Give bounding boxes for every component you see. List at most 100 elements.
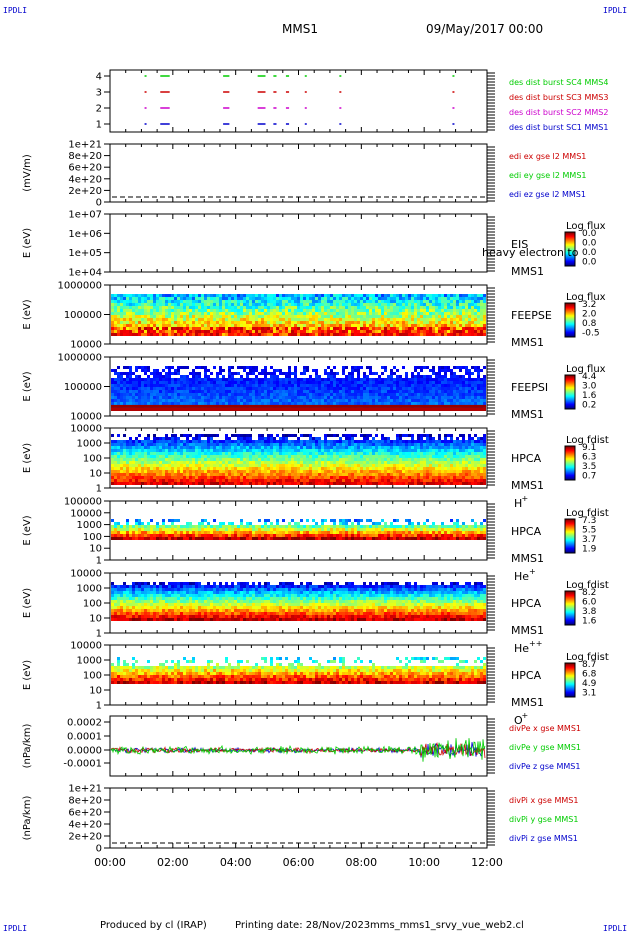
heatmap-cell [159,297,162,300]
heatmap-cell [174,315,177,318]
heatmap-cell [246,384,249,387]
heatmap-cell [264,294,267,297]
heatmap-cell [375,393,378,396]
heatmap-cell [177,318,180,321]
heatmap-cell [153,476,156,479]
heatmap-cell [117,402,120,405]
heatmap-cell [279,443,282,446]
heatmap-cell [285,384,288,387]
heatmap-cell [246,440,249,443]
heatmap-cell [207,309,210,312]
heatmap-cell [294,321,297,324]
heatmap-cell [192,443,195,446]
heatmap-cell [213,387,216,390]
heatmap-cell [126,443,129,446]
heatmap-cell [177,458,180,461]
heatmap-cell [312,393,315,396]
heatmap-cell [264,300,267,303]
heatmap-cell [417,366,420,369]
colorbar-swatch [565,248,575,250]
heatmap-cell [474,300,477,303]
heatmap-cell [396,327,399,330]
heatmap-cell [192,306,195,309]
heatmap-cell [138,333,141,336]
heatmap-cell [444,300,447,303]
heatmap-cell [273,297,276,300]
heatmap-cell [153,461,156,464]
heatmap-cell [219,315,222,318]
heatmap-cell [189,378,192,381]
heatmap-cell [279,312,282,315]
heatmap-cell [171,443,174,446]
heatmap-cell [135,309,138,312]
colorbar-swatch [565,335,575,337]
heatmap-cell [450,393,453,396]
heatmap-cell [255,476,258,479]
heatmap-cell [120,396,123,399]
heatmap-cell [258,300,261,303]
heatmap-cell [318,402,321,405]
heatmap-cell [210,449,213,452]
heatmap-cell [114,396,117,399]
heatmap-cell [261,390,264,393]
heatmap-cell [297,393,300,396]
heatmap-cell [237,303,240,306]
colorbar-swatch [565,255,575,257]
heatmap-cell [246,294,249,297]
heatmap-cell [258,482,261,485]
legend-entry: des dist burst SC4 MMS4 [509,78,608,87]
heatmap-cell [393,309,396,312]
heatmap-cell [120,402,123,405]
heatmap-cell [255,327,258,330]
heatmap-cell [207,390,210,393]
heatmap-cell [213,473,216,476]
heatmap-cell [180,470,183,473]
heatmap-cell [177,330,180,333]
heatmap-cell [165,315,168,318]
heatmap-cell [402,297,405,300]
colorbar-swatch [565,258,575,260]
heatmap-cell [309,315,312,318]
heatmap-cell [141,449,144,452]
colorbar-swatch [565,405,575,407]
heatmap-cell [276,300,279,303]
heatmap-cell [150,482,153,485]
heatmap-cell [327,333,330,336]
heatmap-cell [114,408,117,411]
heatmap-cell [309,390,312,393]
heatmap-cell [447,402,450,405]
heatmap-cell [141,366,144,369]
heatmap-cell [168,479,171,482]
heatmap-cell [222,399,225,402]
heatmap-cell [201,294,204,297]
heatmap-cell [156,297,159,300]
heatmap-cell [477,324,480,327]
heatmap-cell [120,324,123,327]
corner-label-top-right: IPDLI [603,6,628,15]
heatmap-cell [168,315,171,318]
heatmap-cell [159,303,162,306]
heatmap-cell [249,408,252,411]
heatmap-cell [147,437,150,440]
heatmap-cell [111,321,114,324]
heatmap-cell [390,303,393,306]
heatmap-cell [129,369,132,372]
heatmap-cell [117,455,120,458]
heatmap-cell [243,330,246,333]
heatmap-cell [450,375,453,378]
heatmap-cell [195,327,198,330]
heatmap-cell [414,303,417,306]
heatmap-cell [339,390,342,393]
heatmap-cell [288,324,291,327]
heatmap-cell [342,330,345,333]
heatmap-cell [348,324,351,327]
y-tick-label: 1000000 [57,353,102,364]
heatmap-cell [234,318,237,321]
heatmap-cell [396,378,399,381]
heatmap-cell [159,470,162,473]
heatmap-cell [231,318,234,321]
heatmap-cell [432,333,435,336]
heatmap-cell [423,408,426,411]
heatmap-cell [135,461,138,464]
heatmap-cell [234,482,237,485]
